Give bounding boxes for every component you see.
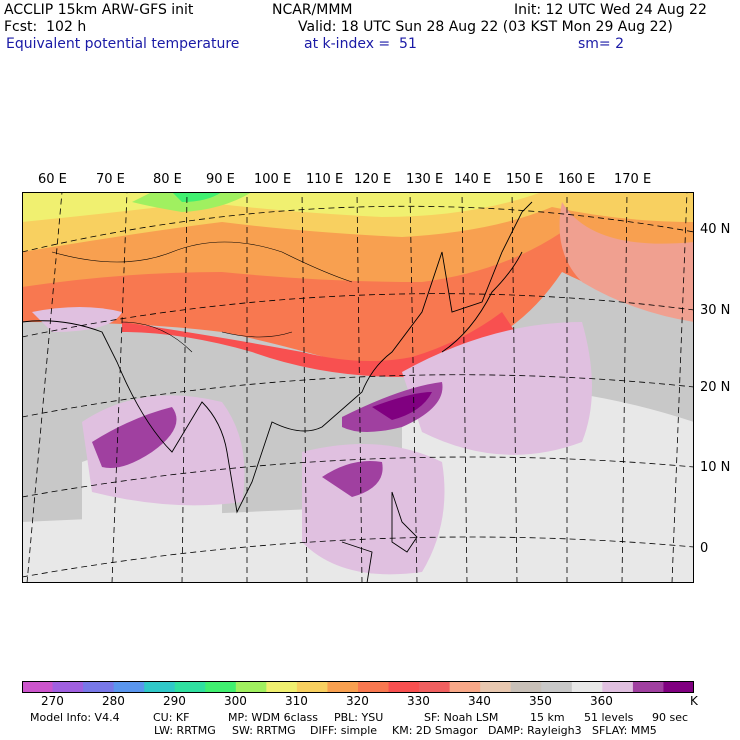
colorbar [22,681,694,693]
lon-label: 70 E [96,172,125,187]
colorbar-segment [571,681,603,693]
smoothing: sm= 2 [578,36,625,52]
colorbar-label: 300 [224,694,247,708]
footer-mp: MP: WDM 6class [228,711,318,724]
colorbar-label: 270 [41,694,64,708]
coastline-japan [441,251,523,353]
purple-core [372,392,432,420]
colorbar-label: 290 [163,694,186,708]
coastline-asia [22,201,533,514]
colorbar-segment [144,681,176,693]
coastline-borneo [341,541,373,583]
lon-label: 130 E [406,172,444,187]
green-patch [132,192,252,212]
footer-sflay: SFLAY: MM5 [592,724,657,737]
colorbar-segment [632,681,664,693]
lat-label: 10 N [700,460,731,475]
green-core [172,192,222,202]
footer-levels: 51 levels [584,711,634,724]
colorbar-segment [235,681,267,693]
footer-timestep: 90 sec [652,711,689,724]
graticule-lon [26,192,688,583]
lon-label: 160 E [558,172,596,187]
colorbar-segment [419,681,451,693]
colorbar-segment [388,681,420,693]
init-time: Init: 12 UTC Wed 24 Aug 22 [514,2,707,18]
colorbar-segment [663,681,694,693]
colorbar-segment [602,681,634,693]
purple-scs [322,461,383,497]
lat-label: 0 [700,541,709,556]
lat-label: 40 N [700,222,731,237]
ne-pacific-warm [559,202,694,322]
colorbar-segment [480,681,512,693]
border-interior [51,241,353,353]
footer-km: KM: 2D Smagor [392,724,478,737]
lon-label: 80 E [153,172,182,187]
colorbar-segment [83,681,115,693]
lon-label: 150 E [506,172,544,187]
footer-res: 15 km [530,711,565,724]
colorbar-segment [22,681,54,693]
colorbar-label: 320 [346,694,369,708]
lon-label: 140 E [454,172,492,187]
colorbar-label: 350 [529,694,552,708]
colorbar-label: 340 [468,694,491,708]
colorbar-unit: K [690,694,698,708]
colorbar-label: 330 [407,694,430,708]
colorbar-segment [510,681,542,693]
forecast-hour: Fcst: 102 h [4,19,87,35]
footer-diff: DIFF: simple [310,724,378,737]
colorbar-segment [358,681,390,693]
colorbar-segment [449,681,481,693]
purple-bay-bengal [92,407,177,468]
lon-label: 120 E [354,172,392,187]
field-name: Equivalent potential temperature [6,36,240,52]
red-band [122,312,522,378]
lat-label: 30 N [700,303,731,318]
colorbar-label: 310 [285,694,308,708]
colorbar-segment [541,681,573,693]
graticule-lat-40 [22,205,694,253]
lon-label: 60 E [38,172,67,187]
colorbar-segment [296,681,328,693]
footer-cu: CU: KF [153,711,190,724]
theta-e-map [22,192,694,583]
level-index: at k-index = 51 [304,36,417,52]
footer-model-info: Model Info: V4.4 [30,711,120,724]
lon-label: 100 E [254,172,292,187]
footer-pbl: PBL: YSU [334,711,384,724]
valid-time: Valid: 18 UTC Sun 28 Aug 22 (03 KST Mon … [298,19,673,35]
footer-sw: SW: RRTMG [232,724,296,737]
model-title: ACCLIP 15km ARW-GFS init [4,2,194,18]
colorbar-segment [174,681,206,693]
colorbar-segment [327,681,359,693]
footer-sf: SF: Noah LSM [424,711,499,724]
coastline-philippines [391,491,418,553]
lilac-pacific [402,322,592,455]
colorbar-segment [266,681,298,693]
lat-label: 20 N [700,380,731,395]
colorbar-frame [22,681,694,693]
footer-damp: DAMP: Rayleigh3 [488,724,582,737]
colorbar-label: 360 [590,694,613,708]
colorbar-label: 280 [102,694,125,708]
footer-lw: LW: RRTMG [154,724,216,737]
colorbar-segment [205,681,237,693]
organization: NCAR/MMM [272,2,353,18]
lilac-northwest [32,307,122,332]
lon-label: 170 E [614,172,652,187]
lon-label: 110 E [306,172,344,187]
lon-label: 90 E [206,172,235,187]
colorbar-segment [52,681,84,693]
lilac-southasia [82,395,245,506]
colorbar-segment [113,681,145,693]
